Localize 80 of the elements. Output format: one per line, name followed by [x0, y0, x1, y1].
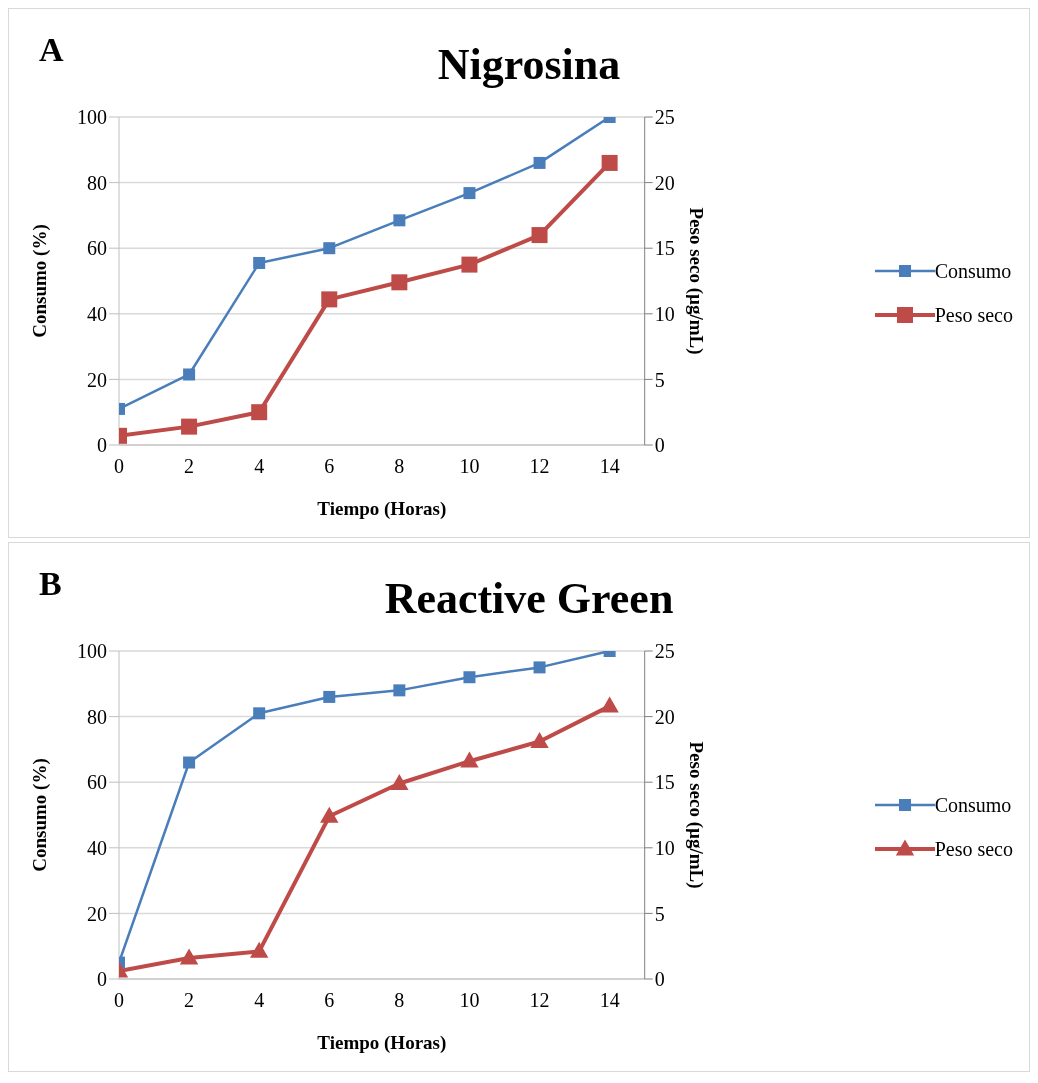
- x-tick-label: 4: [254, 989, 265, 1012]
- text: B: [39, 565, 62, 603]
- y2-tick-label: 15: [654, 237, 675, 260]
- x-axis-title: Tiempo (Horas): [317, 498, 447, 520]
- x-tick-label: 2: [184, 989, 195, 1012]
- x-tick-label: 6: [324, 455, 335, 478]
- point: [253, 256, 266, 269]
- point: [533, 156, 546, 169]
- y2-tick-label: 0: [654, 968, 665, 991]
- x-tick-label: 2: [184, 455, 195, 478]
- x-tick-label: 8: [394, 455, 405, 478]
- y2-tick-label: 5: [654, 902, 665, 925]
- point: [600, 696, 619, 713]
- point: [183, 368, 196, 381]
- point: [321, 291, 338, 308]
- point: [393, 214, 406, 227]
- point: [533, 661, 546, 674]
- y2-tick-label: 20: [654, 171, 675, 194]
- y2-axis-title: Peso seco (µg/mL): [684, 741, 707, 889]
- point: [601, 154, 618, 171]
- y2-tick-label: 15: [654, 771, 675, 794]
- point: [390, 773, 409, 790]
- text: A: [39, 31, 64, 69]
- x-axis-title: Tiempo (Horas): [317, 1032, 447, 1054]
- y-tick-label: 40: [87, 836, 107, 859]
- y2-tick-label: 0: [654, 434, 665, 457]
- point: [531, 227, 548, 244]
- y-tick-label: 80: [87, 705, 107, 728]
- y-axis-title: Consumo (%): [28, 758, 51, 872]
- x-tick-label: 12: [529, 989, 550, 1012]
- y-tick-label: 80: [87, 171, 107, 194]
- y2-tick-label: 5: [654, 368, 665, 391]
- y2-tick-label: 20: [654, 705, 675, 728]
- point: [320, 806, 339, 823]
- x-tick-label: 0: [114, 989, 124, 1012]
- point: [179, 948, 199, 965]
- y-tick-label: 100: [77, 640, 107, 663]
- x-tick-label: 14: [599, 455, 620, 478]
- y2-tick-label: 25: [654, 640, 675, 663]
- y-tick-label: 60: [87, 237, 107, 260]
- point: [183, 756, 196, 769]
- chart-title: Nigrosina: [437, 40, 621, 89]
- y-tick-label: 100: [77, 106, 107, 129]
- y2-axis-title: Peso seco (µg/mL): [684, 207, 707, 355]
- y-tick-label: 0: [97, 968, 107, 991]
- x-tick-label: 10: [459, 455, 480, 478]
- y2-tick-label: 25: [654, 106, 675, 129]
- point: [393, 684, 406, 697]
- x-tick-label: 0: [114, 455, 124, 478]
- y2-tick-label: 10: [654, 302, 675, 325]
- point: [463, 187, 476, 200]
- y-axis-title: Consumo (%): [28, 224, 51, 338]
- point: [253, 707, 266, 720]
- x-tick-label: 4: [254, 455, 265, 478]
- point: [251, 404, 268, 421]
- point: [181, 418, 198, 435]
- x-tick-label: 10: [459, 989, 480, 1012]
- x-tick-label: 8: [394, 989, 405, 1012]
- y-tick-label: 40: [87, 302, 107, 325]
- chart-title: Reactive Green: [384, 574, 674, 623]
- y-tick-label: 0: [97, 434, 107, 457]
- y-tick-label: 20: [87, 368, 107, 391]
- point: [530, 731, 549, 748]
- point: [463, 671, 476, 684]
- point: [323, 242, 336, 255]
- y-tick-label: 60: [87, 771, 107, 794]
- x-tick-label: 12: [529, 455, 550, 478]
- legend-label: Consumo: [934, 793, 1012, 817]
- legend-label: Peso seco: [934, 303, 1013, 327]
- point: [391, 274, 408, 291]
- point: [460, 751, 479, 768]
- point: [249, 941, 269, 958]
- y-tick-label: 20: [87, 902, 107, 925]
- point: [323, 690, 336, 703]
- point: [461, 256, 478, 273]
- legend-label: Peso seco: [934, 837, 1013, 861]
- y2-tick-label: 10: [654, 836, 675, 859]
- x-tick-label: 14: [599, 989, 620, 1012]
- legend-label: Consumo: [934, 259, 1012, 283]
- x-tick-label: 6: [324, 989, 335, 1012]
